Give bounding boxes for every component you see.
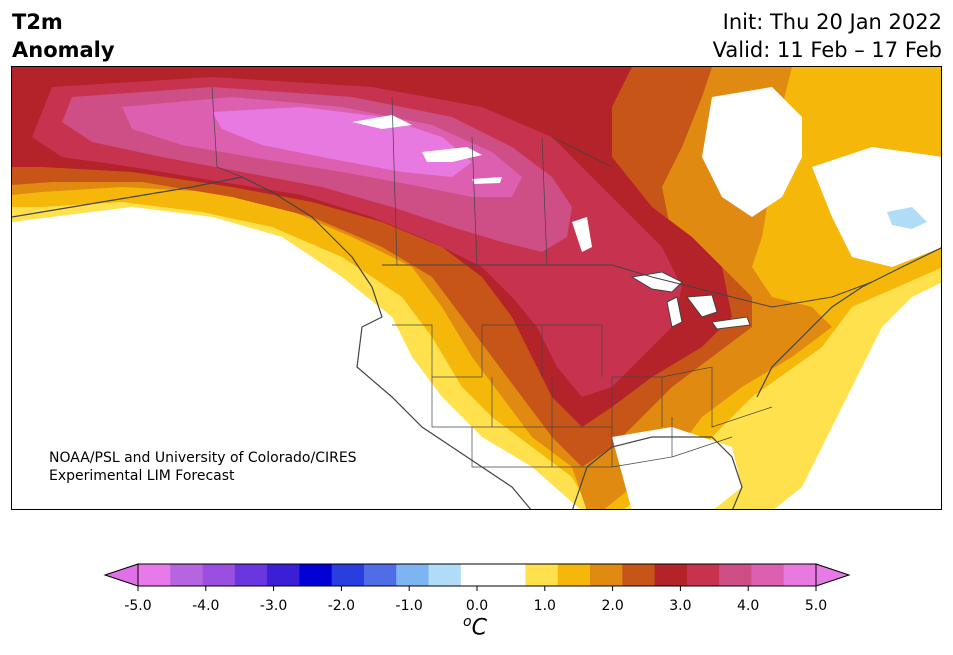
coastline [12,176,941,509]
colorbar-segment [751,564,785,586]
forecast-dates: Init: Thu 20 Jan 2022 Valid: 11 Feb – 17… [713,8,942,64]
colorbar-tick-label: -2.0 [327,598,356,614]
colorbar-segment [396,564,430,586]
atlantic-neutral [774,282,941,509]
great-lakes [630,271,751,330]
credit-text: NOAA/PSL and University of Colorado/CIRE… [49,449,357,485]
colorbar-units: oC [463,614,487,640]
colorbar-tick-label: 5.0 [804,598,828,614]
init-date: Init: Thu 20 Jan 2022 [722,10,942,34]
credit-line-1: NOAA/PSL and University of Colorado/CIRE… [49,450,357,466]
colorbar-tick-label: 1.0 [533,598,556,614]
border-canada-us [382,264,873,308]
unit-superscript: o [463,614,472,630]
title-line-2: Anomaly [12,38,115,62]
colorbar [103,563,851,591]
colorbar-segment [170,564,204,586]
colorbar-segment [202,564,236,586]
colorbar-segment [783,564,817,586]
colorbar-tick-label: -3.0 [259,598,288,614]
colorbar-segment [557,564,591,586]
colorbar-over-arrow [815,563,851,587]
colorbar-tick-label: 0.0 [465,598,489,614]
pacific-neutral [12,207,580,509]
credit-line-2: Experimental LIM Forecast [49,468,235,484]
hudson-neutral [702,87,802,217]
colorbar-segment [654,564,688,586]
anomaly-band-5c [212,107,472,177]
colorbar-segment [686,564,720,586]
colorbar-segment [525,564,559,586]
colorbar-tick-label: -4.0 [192,598,220,614]
cool-anomaly-patch [887,207,927,229]
colorbar-segment [364,564,397,586]
colorbar-segment [719,564,752,586]
colorbar-segment [622,564,656,586]
colorbar-ticks: -5.0 -4.0 -3.0 -2.0 -1.0 0.0 1.0 2.0 3.0 4.0 5.0 [0,598,953,618]
colorbar-under-arrow [103,563,139,587]
anomaly-map [11,66,942,510]
labrador-neutral [812,147,941,267]
map-title: T2m Anomaly [12,8,115,64]
colorbar-segment [460,564,494,586]
colorbar-tick-label: 4.0 [737,598,760,614]
colorbar-tick-label: -1.0 [395,598,423,614]
province-borders [211,86,613,266]
colorbar-segment [267,564,300,586]
map-canvas [12,67,941,509]
colorbar-tick-label: -5.0 [124,598,152,614]
state-borders [392,324,773,468]
title-line-1: T2m [12,10,63,34]
colorbar-segment [138,564,171,586]
colorbar-segment [299,564,333,586]
colorbar-segment [590,564,623,586]
gulf-warm-neutral [612,427,742,509]
colorbar-tick-label: 2.0 [601,598,624,614]
colorbar-segment [234,564,268,586]
valid-date: Valid: 11 Feb – 17 Feb [712,38,942,62]
colorbar-segment [331,564,365,586]
colorbar-segment [428,564,462,586]
colorbar-tick-label: 3.0 [669,598,692,614]
colorbar-segment [493,564,526,586]
unit-symbol: C [471,615,487,641]
